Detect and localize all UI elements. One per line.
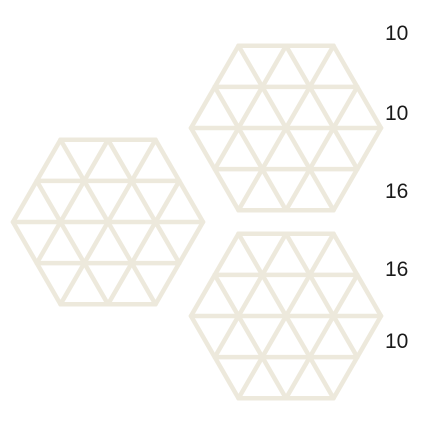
rhombus-edge — [283, 166, 313, 213]
inner-edge — [58, 219, 87, 266]
center-spoke — [105, 178, 135, 225]
center-spoke — [283, 125, 313, 172]
rhombus-edge — [260, 166, 289, 213]
rhombus-edge — [307, 354, 336, 401]
rhombus-edge — [307, 43, 336, 90]
inner-edge — [307, 313, 336, 360]
rhombus-edge — [307, 231, 336, 278]
rhombus-edge — [105, 137, 135, 184]
rhombus-edge — [105, 260, 135, 307]
rhombus-edge — [307, 166, 336, 213]
inner-edge — [236, 313, 265, 360]
rhombus-edge — [34, 219, 63, 266]
rhombus-edge — [58, 260, 87, 307]
rhombus-edge — [331, 313, 360, 360]
rhombus-edge — [129, 260, 158, 307]
rhombus-edge — [260, 354, 289, 401]
rhombus-edge — [129, 137, 158, 184]
center-spoke — [260, 272, 289, 319]
rhombus-edge — [153, 219, 182, 266]
rhombus-edge — [331, 272, 360, 319]
inner-edge — [236, 125, 265, 172]
inner-edge — [236, 84, 265, 131]
rhombus-edge — [283, 231, 313, 278]
center-spoke — [283, 272, 313, 319]
center-spoke — [260, 313, 289, 360]
center-spoke — [260, 125, 289, 172]
rhombus-edge — [331, 125, 360, 172]
rhombus-edge — [283, 43, 313, 90]
inner-edge — [307, 272, 336, 319]
center-spoke — [82, 219, 111, 266]
rhombus-edge — [260, 43, 289, 90]
inner-edge — [236, 272, 265, 319]
rhombus-edge — [82, 260, 111, 307]
rhombus-edge — [212, 125, 241, 172]
rhombus-edge — [331, 84, 360, 131]
row-clue-4: 16 — [385, 258, 409, 281]
hexagon-top[interactable] — [188, 43, 384, 213]
rhombus-edge — [212, 313, 241, 360]
inner-edge — [129, 178, 158, 225]
center-spoke — [81, 178, 111, 225]
rhombus-edge — [236, 354, 265, 401]
rhombus-edge — [236, 43, 265, 90]
hexagon-bottom[interactable] — [188, 231, 384, 401]
center-spoke — [105, 219, 135, 266]
rhombus-edge — [236, 231, 265, 278]
row-clue-5: 10 — [385, 330, 409, 353]
rhombus-edge — [34, 178, 63, 225]
inner-edge — [307, 84, 336, 131]
rhombus-edge — [212, 272, 241, 319]
rhombus-edge — [212, 84, 241, 131]
rhombus-edge — [153, 178, 182, 225]
hexagon-left[interactable] — [10, 137, 206, 307]
rhombus-edge — [58, 137, 87, 184]
rhombus-edge — [81, 137, 111, 184]
center-spoke — [283, 313, 313, 360]
rhombus-edge — [283, 354, 313, 401]
row-clue-1: 10 — [385, 22, 409, 45]
inner-edge — [58, 178, 87, 225]
center-spoke — [283, 84, 313, 131]
inner-edge — [307, 125, 336, 172]
row-clue-2: 10 — [385, 102, 409, 125]
rhombus-edge — [260, 231, 289, 278]
row-clue-3: 16 — [385, 180, 409, 203]
inner-edge — [129, 219, 158, 266]
rhombus-edge — [236, 166, 265, 213]
center-spoke — [260, 84, 289, 131]
